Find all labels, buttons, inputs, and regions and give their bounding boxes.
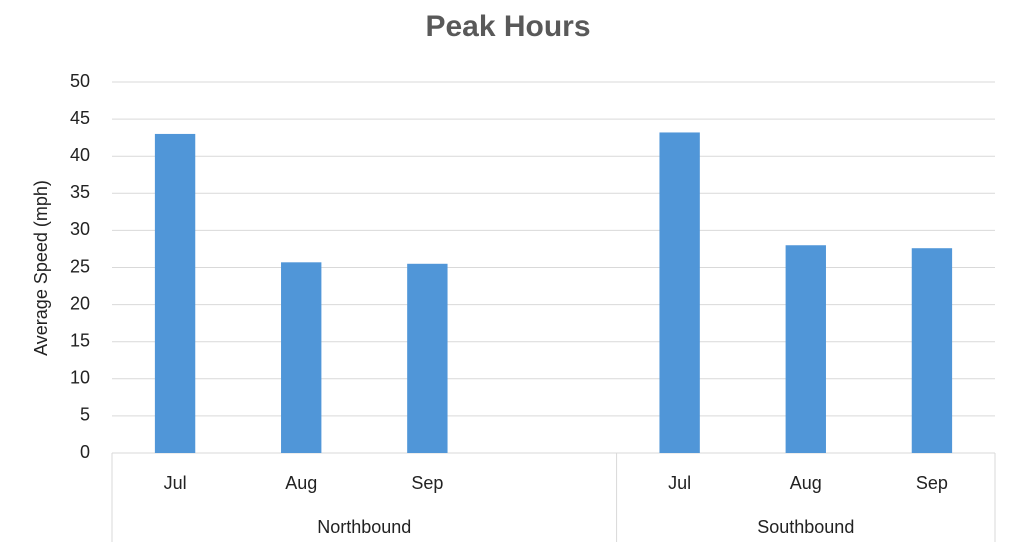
y-tick-label: 25 xyxy=(70,256,90,276)
y-tick-label: 30 xyxy=(70,219,90,239)
y-axis-label: Average Speed (mph) xyxy=(31,180,51,356)
y-tick-label: 0 xyxy=(80,442,90,462)
bar xyxy=(911,248,953,453)
y-tick-label: 15 xyxy=(70,330,90,350)
x-tick-label: Sep xyxy=(411,473,443,493)
bar xyxy=(407,263,448,453)
x-tick-label: Jul xyxy=(668,473,691,493)
y-tick-label: 35 xyxy=(70,182,90,202)
bar xyxy=(154,133,196,453)
bar xyxy=(281,262,322,453)
group-label: Northbound xyxy=(317,517,411,537)
y-tick-label: 10 xyxy=(70,368,90,388)
bar xyxy=(785,245,826,453)
x-tick-label: Jul xyxy=(164,473,187,493)
y-tick-label: 20 xyxy=(70,293,90,313)
x-tick-label: Sep xyxy=(916,473,948,493)
x-tick-label: Aug xyxy=(285,473,317,493)
y-tick-label: 40 xyxy=(70,145,90,165)
y-tick-label: 5 xyxy=(80,405,90,425)
chart-title: Peak Hours xyxy=(425,10,590,43)
y-tick-label: 45 xyxy=(70,108,90,128)
x-tick-label: Aug xyxy=(790,473,822,493)
bar xyxy=(659,132,700,453)
y-tick-label: 50 xyxy=(70,71,90,91)
group-label: Southbound xyxy=(757,517,854,537)
